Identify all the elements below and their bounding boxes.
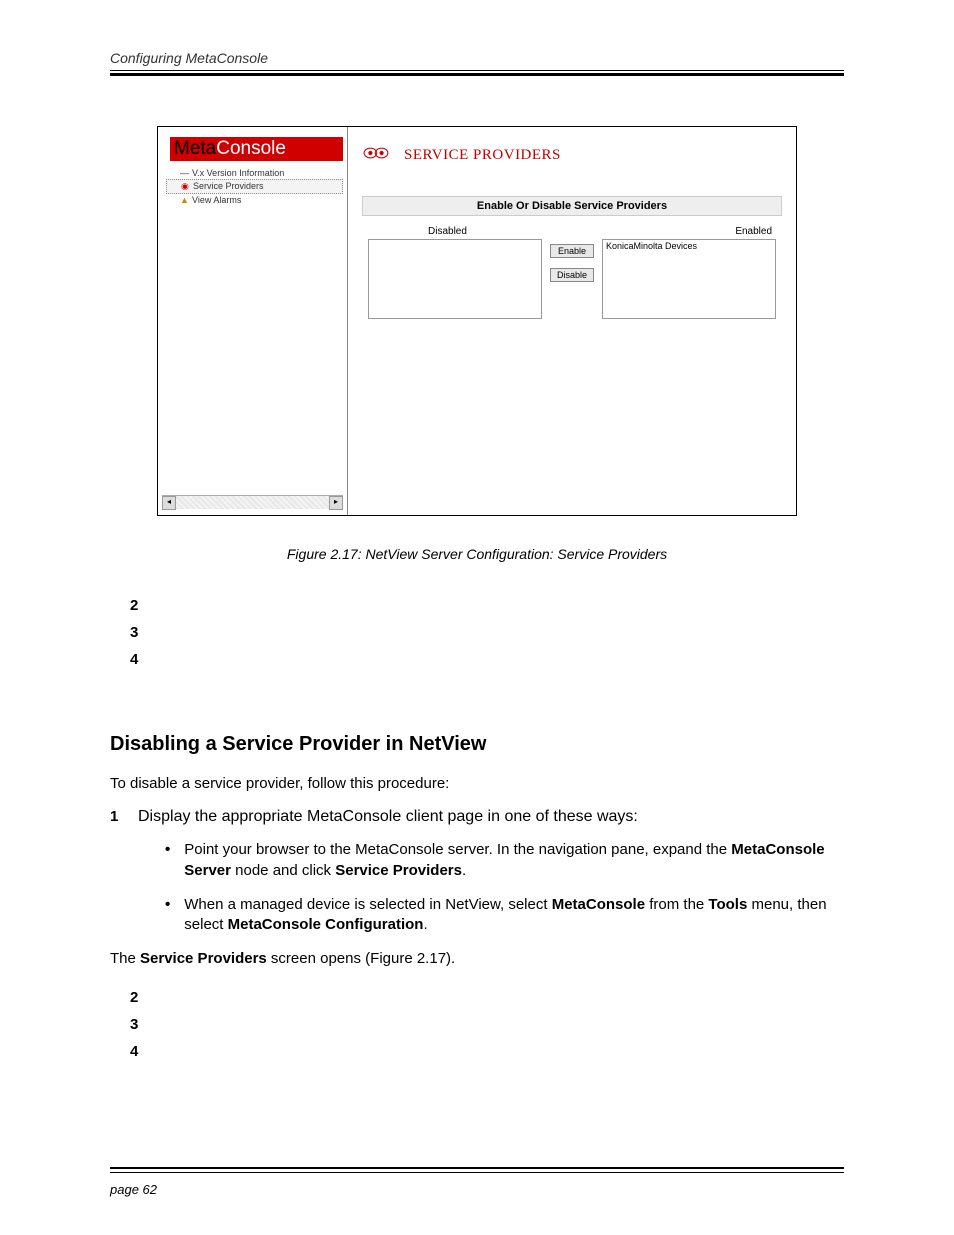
post-bullet-text: The Service Providers screen opens (Figu… xyxy=(110,949,844,969)
header-rule-thick xyxy=(110,73,844,76)
nav-scrollbar[interactable]: ◂ ▸ xyxy=(162,495,343,509)
nav-item-version[interactable]: —V.x Version Information xyxy=(166,167,343,179)
enabled-listbox[interactable]: KonicaMinolta Devices xyxy=(602,239,776,319)
bullet-1-text: Point your browser to the MetaConsole se… xyxy=(184,840,844,881)
nav-pane: MetaConsole —V.x Version Information ◉Se… xyxy=(158,127,348,515)
section-intro: To disable a service provider, follow th… xyxy=(110,774,844,794)
metaconsole-logo: MetaConsole xyxy=(170,137,343,161)
enabled-header: Enabled xyxy=(602,226,776,239)
content-title: SERVICE PROVIDERS xyxy=(404,147,561,164)
logo-console: Console xyxy=(216,138,286,159)
list-num-4: 4 xyxy=(130,646,844,673)
footer-rule-thick xyxy=(110,1167,844,1169)
providers-icon: ◉ xyxy=(181,181,191,192)
enabled-list-item[interactable]: KonicaMinolta Devices xyxy=(606,241,772,251)
page-number: page 62 xyxy=(110,1182,157,1197)
logo-meta: Meta xyxy=(174,138,216,159)
bullet-1: • Point your browser to the MetaConsole … xyxy=(165,840,844,881)
provider-transfer-table: Disabled Enable Disable Enabled KonicaMi… xyxy=(362,226,782,319)
bullet-icon: • xyxy=(165,895,170,936)
list-num-3: 3 xyxy=(130,619,844,646)
document-page: Configuring MetaConsole MetaConsole —V.x… xyxy=(0,0,954,1105)
nav-item-view-alarms[interactable]: ▲View Alarms xyxy=(166,194,343,206)
list-num-3b: 3 xyxy=(130,1011,844,1038)
scroll-left-button[interactable]: ◂ xyxy=(162,496,176,510)
bullet-icon: • xyxy=(165,840,170,881)
transfer-buttons: Enable Disable xyxy=(550,226,594,282)
enabled-column: Enabled KonicaMinolta Devices xyxy=(602,226,776,319)
alarms-icon: ▲ xyxy=(180,195,190,205)
scroll-track[interactable] xyxy=(176,496,329,509)
disabled-listbox[interactable] xyxy=(368,239,542,319)
disabled-header: Disabled xyxy=(368,226,542,239)
version-icon: — xyxy=(180,168,190,178)
page-header: Configuring MetaConsole xyxy=(110,50,844,66)
disabled-column: Disabled xyxy=(368,226,542,319)
step-1-number: 1 xyxy=(110,808,124,826)
scroll-right-button[interactable]: ▸ xyxy=(329,496,343,510)
figure-caption: Figure 2.17: NetView Server Configuratio… xyxy=(110,546,844,562)
upper-number-list: 2 3 4 xyxy=(130,592,844,673)
section-heading: Disabling a Service Provider in NetView xyxy=(110,733,844,756)
nav-item-alarms-label: View Alarms xyxy=(192,195,241,205)
list-num-4b: 4 xyxy=(130,1038,844,1065)
lower-number-list: 2 3 4 xyxy=(130,984,844,1065)
step-1-text: Display the appropriate MetaConsole clie… xyxy=(138,808,638,826)
disable-button[interactable]: Disable xyxy=(550,268,594,282)
nav-item-version-label: V.x Version Information xyxy=(192,168,284,178)
list-num-2: 2 xyxy=(130,592,844,619)
figure-screenshot: MetaConsole —V.x Version Information ◉Se… xyxy=(157,126,797,516)
content-pane: SERVICE PROVIDERS Enable Or Disable Serv… xyxy=(348,127,796,515)
nav-item-providers-label: Service Providers xyxy=(193,181,264,191)
header-rule-thin xyxy=(110,70,844,71)
eyes-icon xyxy=(362,145,390,166)
enable-button[interactable]: Enable xyxy=(550,244,594,258)
bullet-2: • When a managed device is selected in N… xyxy=(165,895,844,936)
step-1: 1 Display the appropriate MetaConsole cl… xyxy=(110,808,844,826)
nav-item-service-providers[interactable]: ◉Service Providers xyxy=(166,179,343,194)
list-num-2b: 2 xyxy=(130,984,844,1011)
chapter-title: Configuring MetaConsole xyxy=(110,50,268,66)
bullet-2-text: When a managed device is selected in Net… xyxy=(184,895,844,936)
enable-disable-bar: Enable Or Disable Service Providers xyxy=(362,196,782,216)
content-header: SERVICE PROVIDERS xyxy=(362,145,782,166)
footer-rule-thin xyxy=(110,1172,844,1173)
